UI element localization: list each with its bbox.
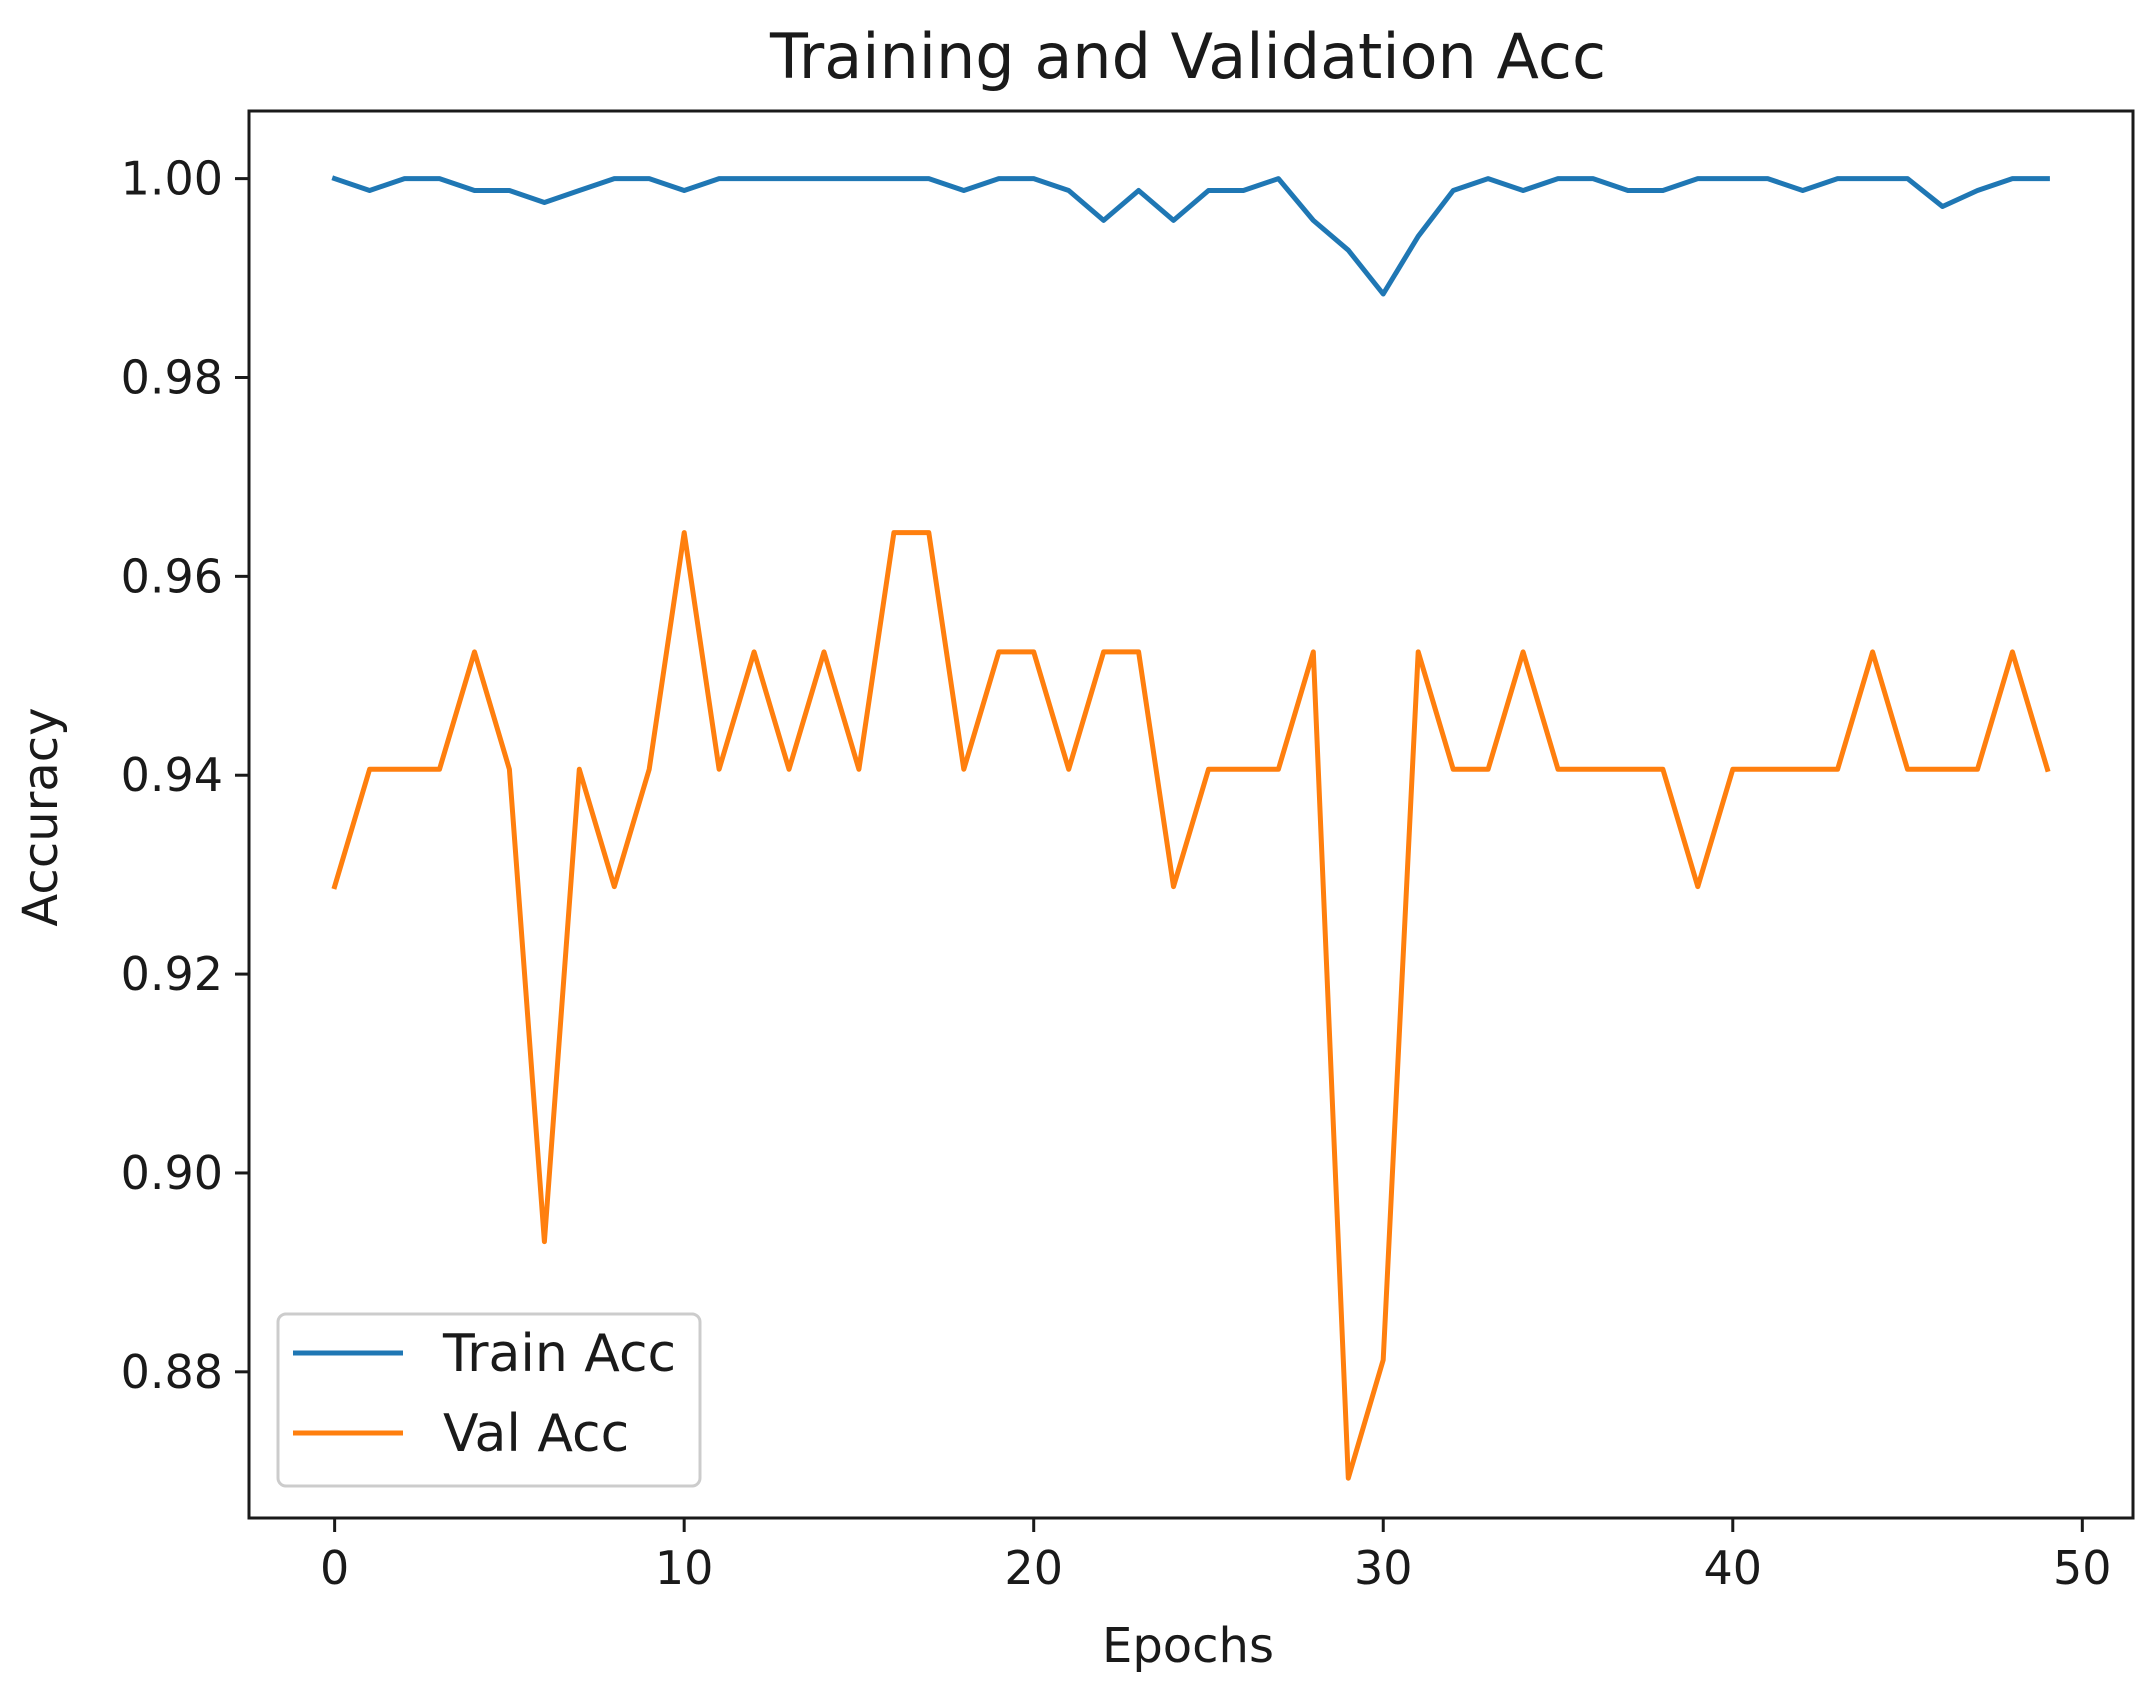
legend-label-val-acc: Val Acc bbox=[443, 1404, 629, 1464]
x-tick-label: 40 bbox=[1704, 1541, 1763, 1595]
x-tick-label: 20 bbox=[1004, 1541, 1063, 1595]
y-tick-label: 0.96 bbox=[121, 549, 223, 603]
y-tick-label: 0.92 bbox=[121, 947, 223, 1001]
y-axis-label: Accuracy bbox=[13, 707, 69, 926]
plot-area-frame bbox=[247, 109, 2135, 1520]
legend-frame bbox=[276, 1312, 702, 1488]
chart-title: Training and Validation Acc bbox=[769, 20, 1606, 93]
y-tick-label: 0.98 bbox=[121, 350, 223, 404]
series-layer bbox=[331, 175, 2051, 1481]
x-tick-label: 0 bbox=[320, 1541, 349, 1595]
x-tick-label: 30 bbox=[1354, 1541, 1413, 1595]
y-tick-label: 1.00 bbox=[121, 152, 223, 206]
y-axis: 0.88 0.90 0.92 0.94 0.96 0.98 1.00 bbox=[121, 152, 249, 1399]
series-line-train-acc bbox=[331, 175, 2050, 297]
x-axis: 0 10 20 30 40 50 bbox=[320, 1518, 2112, 1595]
y-tick-label: 0.90 bbox=[121, 1146, 223, 1200]
legend-label-train-acc: Train Acc bbox=[442, 1324, 676, 1384]
series-line-val-acc bbox=[331, 530, 2051, 1481]
x-axis-label: Epochs bbox=[1102, 1618, 1274, 1674]
y-tick-label: 0.94 bbox=[121, 748, 223, 802]
y-tick-label: 0.88 bbox=[121, 1345, 223, 1399]
legend: Train Acc Val Acc bbox=[276, 1312, 702, 1488]
x-tick-label: 10 bbox=[655, 1541, 714, 1595]
x-tick-label: 50 bbox=[2053, 1541, 2112, 1595]
